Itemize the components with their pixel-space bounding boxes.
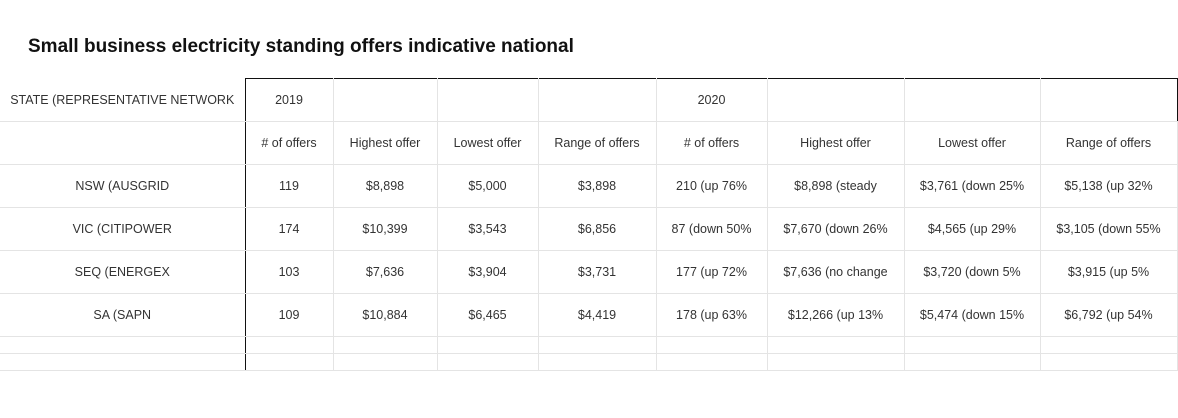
table-cell: $3,731 — [537, 250, 657, 294]
table-cell: $5,474 (down 15% — [903, 293, 1041, 337]
empty-cell — [332, 353, 438, 371]
empty-cell — [903, 353, 1041, 371]
state-cell: SA (SAPN — [0, 293, 246, 337]
header-cell-2020: 2020 — [655, 78, 768, 122]
table-cell: $10,884 — [332, 293, 438, 337]
header-cell — [332, 78, 438, 122]
subheader-cell: Range of offers — [537, 121, 657, 165]
table-cell: $8,898 (steady — [766, 164, 905, 208]
subheader-cell: # of offers — [655, 121, 768, 165]
subheader-cell — [0, 121, 246, 165]
empty-row — [0, 353, 1178, 371]
empty-cell — [766, 336, 905, 354]
empty-cell — [1039, 353, 1178, 371]
table-cell: $5,138 (up 32% — [1039, 164, 1178, 208]
table-cell: $7,636 — [332, 250, 438, 294]
table-cell: 109 — [244, 293, 334, 337]
empty-cell — [1039, 336, 1178, 354]
table-cell: $3,720 (down 5% — [903, 250, 1041, 294]
header-cell-2019: 2019 — [244, 78, 334, 122]
table-cell: 210 (up 76% — [655, 164, 768, 208]
header-cell — [1039, 78, 1178, 122]
state-cell: NSW (AUSGRID — [0, 164, 246, 208]
empty-cell — [0, 353, 246, 371]
table-cell: 103 — [244, 250, 334, 294]
table-cell: 119 — [244, 164, 334, 208]
header-cell — [903, 78, 1041, 122]
table-cell: 178 (up 63% — [655, 293, 768, 337]
subheader-cell: Lowest offer — [903, 121, 1041, 165]
empty-cell — [0, 336, 246, 354]
subheader-cell: Range of offers — [1039, 121, 1178, 165]
header-row: STATE (REPRESENTATIVE NETWORK 2019 2020 — [0, 78, 1178, 122]
table-cell: $3,761 (down 25% — [903, 164, 1041, 208]
table-cell: 174 — [244, 207, 334, 251]
table-cell: $3,915 (up 5% — [1039, 250, 1178, 294]
subheader-row: # of offers Highest offer Lowest offer R… — [0, 121, 1178, 165]
empty-cell — [436, 353, 539, 371]
table-cell: $3,105 (down 55% — [1039, 207, 1178, 251]
header-cell — [436, 78, 539, 122]
table-row: SA (SAPN 109 $10,884 $6,465 $4,419 178 (… — [0, 293, 1178, 337]
empty-cell — [537, 336, 657, 354]
state-cell: VIC (CITIPOWER — [0, 207, 246, 251]
subheader-cell: # of offers — [244, 121, 334, 165]
table-cell: $4,419 — [537, 293, 657, 337]
table-cell: $5,000 — [436, 164, 539, 208]
empty-cell — [436, 336, 539, 354]
table-cell: $6,856 — [537, 207, 657, 251]
table-cell: $12,266 (up 13% — [766, 293, 905, 337]
empty-cell — [244, 336, 334, 354]
empty-cell — [655, 353, 768, 371]
empty-cell — [655, 336, 768, 354]
table-cell: 87 (down 50% — [655, 207, 768, 251]
table-cell: $3,904 — [436, 250, 539, 294]
subheader-cell: Lowest offer — [436, 121, 539, 165]
header-cell — [766, 78, 905, 122]
table-cell: $3,543 — [436, 207, 539, 251]
subheader-cell: Highest offer — [766, 121, 905, 165]
empty-cell — [537, 353, 657, 371]
header-cell — [537, 78, 657, 122]
table-row: VIC (CITIPOWER 174 $10,399 $3,543 $6,856… — [0, 207, 1178, 251]
empty-cell — [766, 353, 905, 371]
table-row: NSW (AUSGRID 119 $8,898 $5,000 $3,898 21… — [0, 164, 1178, 208]
table-cell: $4,565 (up 29% — [903, 207, 1041, 251]
table-cell: $6,792 (up 54% — [1039, 293, 1178, 337]
subheader-cell: Highest offer — [332, 121, 438, 165]
empty-cell — [332, 336, 438, 354]
offers-table: STATE (REPRESENTATIVE NETWORK 2019 2020 … — [0, 78, 1178, 371]
empty-cell — [244, 353, 334, 371]
table-cell: 177 (up 72% — [655, 250, 768, 294]
table-cell: $8,898 — [332, 164, 438, 208]
header-cell-state: STATE (REPRESENTATIVE NETWORK — [0, 78, 246, 122]
empty-row — [0, 336, 1178, 354]
table-cell: $7,636 (no change — [766, 250, 905, 294]
table-cell: $6,465 — [436, 293, 539, 337]
table-title: Small business electricity standing offe… — [28, 36, 574, 57]
empty-cell — [903, 336, 1041, 354]
table-cell: $10,399 — [332, 207, 438, 251]
state-cell: SEQ (ENERGEX — [0, 250, 246, 294]
table-cell: $7,670 (down 26% — [766, 207, 905, 251]
table-cell: $3,898 — [537, 164, 657, 208]
table-row: SEQ (ENERGEX 103 $7,636 $3,904 $3,731 17… — [0, 250, 1178, 294]
